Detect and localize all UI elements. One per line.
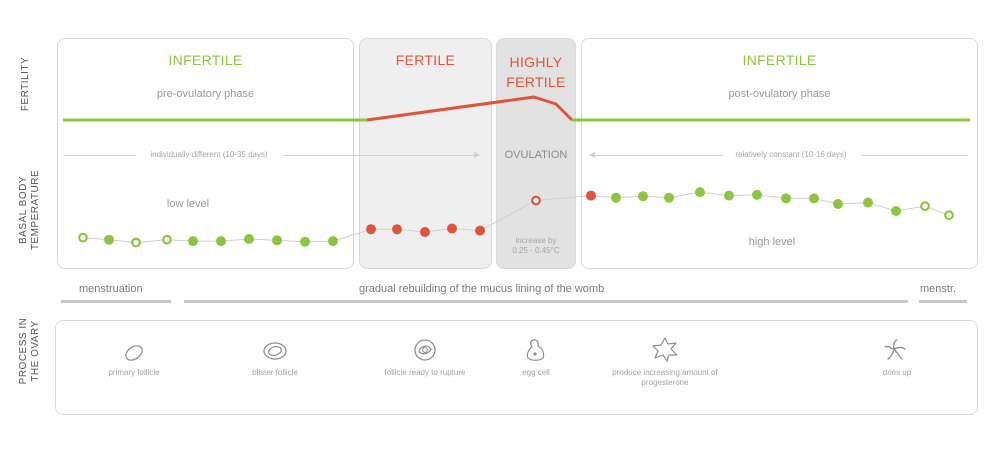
temperature-point <box>131 237 141 248</box>
menstruation-bar <box>61 300 171 303</box>
egg-cell-label: egg cell <box>522 368 550 377</box>
dries-up-icon <box>884 339 906 360</box>
progesterone-label: produce increasing amount of progesteron… <box>612 368 718 387</box>
blister-follicle-label: blister follicle <box>252 368 298 377</box>
ovary-process-panel <box>55 320 978 415</box>
temperature-point <box>863 197 873 208</box>
ready-follicle-label: follicle ready to rupture <box>384 368 466 377</box>
temperature-point <box>272 235 282 246</box>
post-ovulatory-subtitle: post-ovulatory phase <box>728 88 831 100</box>
ovulation-label: OVULATION <box>504 149 568 161</box>
temperature-point <box>944 210 954 221</box>
primary-follicle-icon <box>125 345 143 361</box>
temperature-point <box>781 193 791 204</box>
infertile-pre-title: INFERTILE <box>168 52 243 68</box>
post-duration-arrow <box>589 152 595 158</box>
temperature-point <box>611 192 621 203</box>
post-duration-line-left <box>595 155 723 156</box>
temperature-point <box>328 236 338 247</box>
ready-follicle-icon <box>414 339 436 361</box>
menstr-short-bar <box>919 300 967 303</box>
dries-up-label: dries up <box>882 368 912 377</box>
egg-cell-icon <box>526 339 545 361</box>
temperature-point <box>244 234 254 244</box>
temperature-point <box>216 236 226 247</box>
rebuilding-label: gradual rebuilding of the mucus lining o… <box>359 283 605 295</box>
highly-fertile-title: HIGHLY FERTILE <box>506 54 566 90</box>
primary-follicle-label: primary follicle <box>108 368 160 377</box>
temperature-point <box>586 190 596 201</box>
fertile-title: FERTILE <box>395 52 456 68</box>
temperature-point <box>162 234 172 245</box>
pre-duration-line-left <box>64 155 136 156</box>
temperature-point <box>809 193 819 204</box>
temperature-point <box>420 227 430 237</box>
infertile-post-panel <box>581 38 978 269</box>
temperature-point <box>392 224 402 235</box>
temperature-point <box>695 187 705 198</box>
infertile-post-title: INFERTILE <box>742 52 817 68</box>
temperature-line <box>82 191 950 244</box>
temperature-point <box>188 236 198 247</box>
temperature-point <box>447 223 457 234</box>
temperature-point <box>724 190 734 201</box>
rebuilding-bar <box>184 300 908 303</box>
temperature-point <box>104 234 114 245</box>
highly-fertile-panel <box>496 38 576 269</box>
infertile-pre-panel <box>57 38 354 269</box>
post-duration-note: relatively constant (10-16 days) <box>735 150 847 159</box>
temperature-point <box>752 189 762 200</box>
temperature-point <box>475 225 485 236</box>
high-level-note: high level <box>748 236 796 248</box>
blister-follicle-icon <box>263 342 287 360</box>
pre-duration-line-right <box>283 155 479 156</box>
temperature-point <box>300 236 310 247</box>
low-level-note: low level <box>166 198 210 210</box>
menstruation-label: menstruation <box>79 283 143 295</box>
temperature-point <box>833 199 843 209</box>
temperature-point <box>366 224 376 235</box>
temperature-point <box>664 192 674 203</box>
pre-duration-arrow <box>474 152 480 158</box>
temperature-point <box>920 201 930 212</box>
menstr-short-label: menstr. <box>920 283 957 295</box>
temperature-point <box>891 206 901 216</box>
pre-duration-note: individually different (10-35 days) <box>150 150 268 159</box>
corpus-luteum-icon <box>652 337 678 362</box>
pre-ovulatory-subtitle: pre-ovulatory phase <box>156 88 255 100</box>
fertility-line-fertile <box>366 95 574 122</box>
post-duration-line-right <box>862 155 968 156</box>
temperature-point <box>531 195 541 206</box>
increase-note: increase by 0.25 - 0.45°C <box>512 236 560 255</box>
temperature-point <box>638 191 648 202</box>
temperature-point <box>78 232 88 243</box>
